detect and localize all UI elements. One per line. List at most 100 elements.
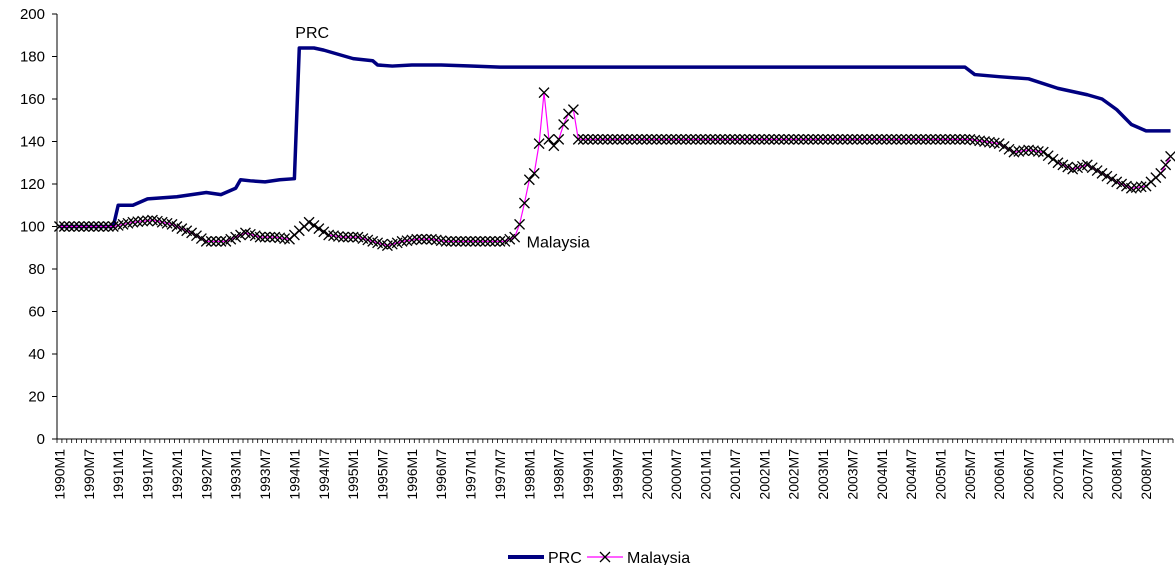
data-point-marker — [944, 133, 956, 145]
data-point-marker — [83, 221, 95, 232]
data-point-marker — [592, 133, 604, 145]
x-tick-label: 2008M1 — [1109, 449, 1125, 500]
data-point-marker — [1135, 181, 1147, 193]
data-point-marker — [758, 133, 770, 145]
data-point-marker — [455, 235, 467, 247]
data-point-marker — [205, 235, 217, 247]
data-point-marker — [450, 235, 462, 247]
x-tick-label: 1995M1 — [345, 449, 361, 500]
data-point-marker — [983, 136, 995, 148]
data-point-marker — [396, 235, 408, 247]
x-tick-label: 2007M7 — [1079, 449, 1095, 500]
y-tick-label: 160 — [20, 91, 45, 108]
x-tick-labels: 1990M1 1990M7 1991M1 1991M7 1992M1 1992M7 1993… — [51, 449, 1154, 500]
data-point-marker — [631, 133, 643, 145]
data-point-marker — [587, 133, 599, 145]
data-point-marker — [313, 223, 325, 235]
x-tick-label: 1994M1 — [286, 449, 302, 500]
x-tick-label: 1996M1 — [404, 449, 420, 500]
data-point-marker — [328, 230, 340, 242]
x-tick-label: 1993M7 — [257, 449, 273, 500]
data-point-marker — [264, 231, 276, 243]
chart-axes — [52, 13, 1174, 443]
data-point-marker — [1047, 153, 1059, 165]
data-point-marker — [602, 133, 614, 145]
data-point-marker — [714, 133, 726, 145]
data-point-marker — [572, 133, 584, 145]
x-tick-label: 2004M7 — [903, 449, 919, 500]
data-point-marker — [935, 133, 946, 145]
data-point-marker — [1125, 182, 1137, 194]
data-point-marker — [98, 221, 109, 232]
data-point-marker — [102, 221, 114, 232]
x-tick-label: 2004M1 — [874, 449, 890, 500]
data-point-marker — [900, 133, 912, 145]
data-point-marker — [807, 133, 819, 145]
data-point-marker — [1028, 145, 1039, 157]
data-point-marker — [783, 133, 795, 145]
data-point-marker — [509, 231, 521, 243]
data-point-marker — [910, 133, 922, 145]
data-point-marker — [323, 229, 335, 241]
data-point-marker — [425, 233, 437, 245]
annotation-malaysia: Malaysia — [527, 234, 590, 251]
data-point-marker — [881, 133, 893, 145]
data-point-marker — [890, 133, 902, 145]
data-point-marker — [739, 133, 751, 145]
data-point-marker — [259, 231, 271, 243]
data-point-marker — [998, 140, 1010, 152]
data-point-marker — [406, 234, 418, 246]
data-point-marker — [494, 235, 506, 247]
data-point-marker — [489, 235, 501, 247]
data-point-marker — [1165, 150, 1175, 162]
y-tick-label: 120 — [20, 176, 45, 193]
data-point-marker — [964, 133, 976, 145]
data-point-marker — [616, 133, 628, 145]
data-point-marker — [470, 235, 481, 247]
annotation-prc: PRC — [295, 25, 329, 42]
y-tick-label: 100 — [20, 219, 45, 236]
data-point-marker — [827, 133, 839, 145]
data-point-marker — [460, 235, 472, 247]
x-tick-label: 2001M1 — [698, 449, 714, 500]
data-point-marker — [63, 221, 75, 232]
data-point-marker — [930, 133, 942, 145]
data-point-marker — [607, 133, 619, 145]
x-tick-label: 2005M7 — [962, 449, 978, 500]
data-point-marker — [905, 133, 917, 145]
data-point-marker — [279, 233, 291, 245]
data-point-marker — [435, 235, 447, 247]
series-markers — [53, 87, 1175, 252]
data-point-marker — [484, 235, 496, 247]
data-point-marker — [871, 133, 883, 145]
data-point-marker — [959, 133, 971, 145]
data-point-marker — [132, 216, 144, 228]
x-tick-label: 1997M7 — [492, 449, 508, 500]
data-point-marker — [744, 133, 756, 145]
data-point-marker — [695, 133, 707, 145]
data-point-marker — [78, 221, 90, 232]
data-point-marker — [974, 135, 986, 147]
data-point-marker — [988, 137, 1000, 149]
data-point-marker — [979, 136, 991, 147]
data-point-marker — [1032, 145, 1044, 157]
data-point-marker — [514, 218, 526, 230]
x-tick-label: 2000M7 — [668, 449, 684, 500]
data-point-marker — [832, 133, 844, 145]
data-point-marker — [709, 133, 721, 145]
x-tick-label: 2003M7 — [844, 449, 860, 500]
data-point-marker — [788, 133, 800, 145]
legend-label-prc: PRC — [548, 550, 582, 565]
data-point-marker — [1023, 144, 1035, 156]
x-tick-label: 1992M7 — [198, 449, 214, 500]
data-point-marker — [215, 235, 227, 247]
data-point-marker — [949, 133, 961, 145]
data-point-marker — [58, 221, 70, 232]
data-point-marker — [670, 133, 682, 145]
x-tick-label: 1991M1 — [110, 449, 126, 500]
data-point-marker — [680, 133, 692, 145]
series-line-malaysia — [59, 92, 1172, 247]
data-point-marker — [636, 133, 648, 145]
data-point-marker — [582, 133, 594, 145]
data-point-marker — [1013, 145, 1025, 157]
